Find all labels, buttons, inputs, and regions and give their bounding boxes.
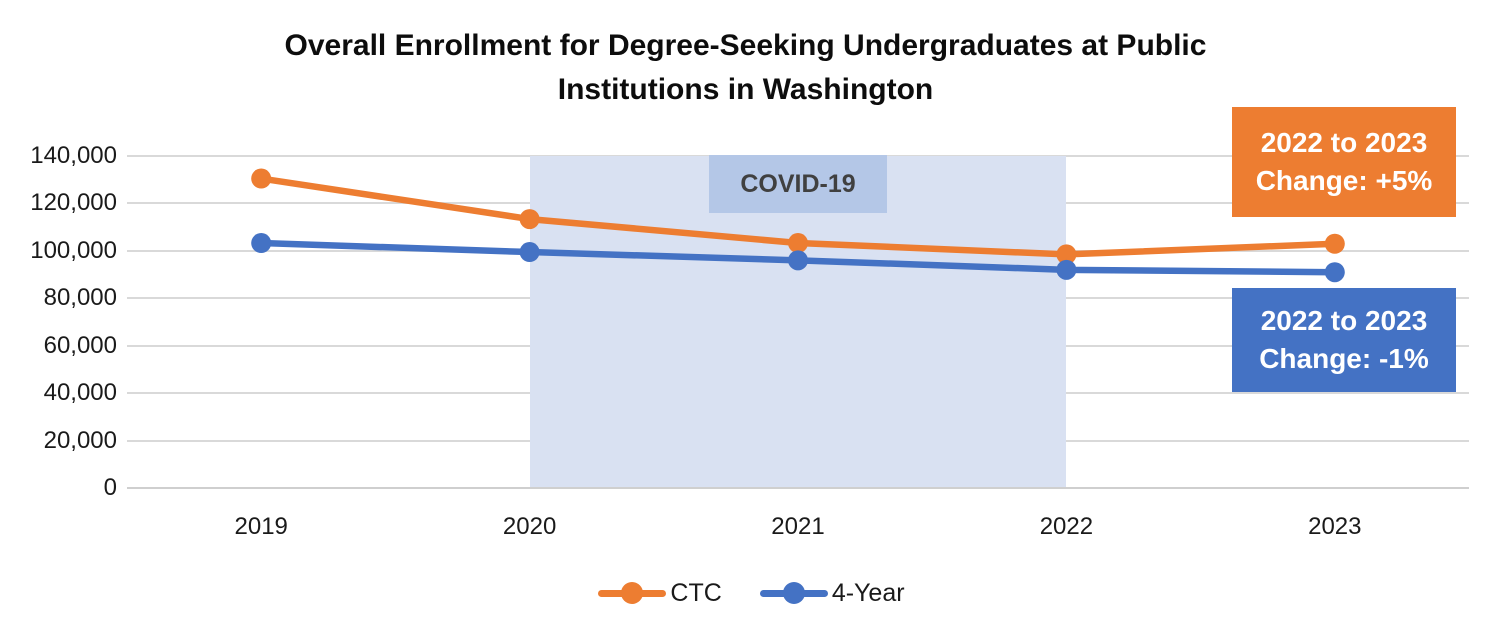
chart-title-line-2: Institutions in Washington [557, 73, 934, 106]
y-axis-tick-label: 40,000 [43, 379, 117, 407]
ctc-point-2019 [251, 168, 272, 189]
x-axis-tick-label: 2021 [771, 513, 825, 540]
chart-title-line-1: Overall Enrollment for Degree-Seeking Un… [284, 29, 1207, 62]
4-year-point-2022 [1056, 259, 1077, 280]
ctc-point-2021 [788, 233, 808, 254]
y-axis-tick-label: 80,000 [43, 284, 117, 312]
legend-item-ctc: CTC [598, 578, 722, 608]
gridline [127, 487, 1469, 489]
y-axis-tick-label: 120,000 [30, 189, 117, 217]
four-year-change-line-2: Change: -1% [1259, 343, 1429, 374]
ctc-legend-dot-icon [621, 582, 644, 604]
series-svg [251, 168, 1345, 283]
four-year-legend-marker-icon [759, 582, 828, 604]
plot-area: COVID-19 [127, 155, 1469, 489]
legend: CTC 4-Year [0, 577, 1503, 609]
ctc-change-line-1: 2022 to 2023 [1260, 127, 1428, 158]
ctc-legend-marker-icon [598, 582, 667, 604]
ctc-point-2022 [1056, 244, 1077, 265]
4-year-point-2023 [1324, 262, 1345, 283]
legend-label-ctc: CTC [670, 578, 722, 607]
four-year-change-callout: 2022 to 2023 Change: -1% [1232, 288, 1456, 392]
ctc-change-line-2: Change: +5% [1255, 165, 1433, 196]
legend-label-4-year: 4-Year [831, 578, 905, 607]
y-axis-tick-label: 100,000 [30, 236, 117, 264]
four-year-change-line-1: 2022 to 2023 [1260, 305, 1428, 336]
x-axis-tick-label: 2020 [502, 513, 557, 540]
covid-band-label: COVID-19 [709, 155, 887, 213]
ctc-point-2020 [519, 209, 540, 230]
x-axis-tick-label: 2022 [1039, 513, 1094, 540]
x-axis-tick-label: 2019 [234, 513, 288, 540]
y-axis-tick-label: 140,000 [30, 142, 117, 169]
y-axis-tick-label: 60,000 [43, 331, 117, 359]
ctc-change-callout: 2022 to 2023 Change: +5% [1232, 107, 1456, 217]
y-axis-tick-label: 20,000 [43, 426, 117, 454]
ctc-point-2023 [1324, 233, 1345, 254]
four-year-legend-dot-icon [782, 582, 805, 604]
chart-title: Overall Enrollment for Degree-Seeking Un… [0, 24, 1491, 112]
x-axis-tick-label: 2023 [1308, 513, 1362, 540]
y-axis-tick-label: 0 [103, 474, 117, 501]
legend-item-4-year: 4-Year [759, 578, 905, 608]
4-year-point-2019 [251, 233, 272, 254]
4-year-point-2020 [519, 242, 540, 263]
4-year-point-2021 [788, 250, 808, 271]
